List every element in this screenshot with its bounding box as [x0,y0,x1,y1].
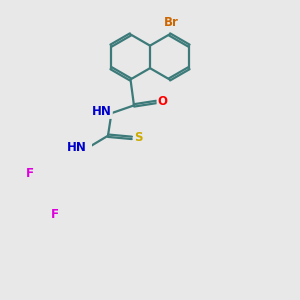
Text: S: S [134,131,142,144]
Text: F: F [26,167,34,180]
Text: F: F [51,208,59,221]
Text: O: O [158,95,167,108]
Text: Br: Br [164,16,179,29]
Text: HN: HN [67,141,87,154]
Text: HN: HN [92,105,112,118]
